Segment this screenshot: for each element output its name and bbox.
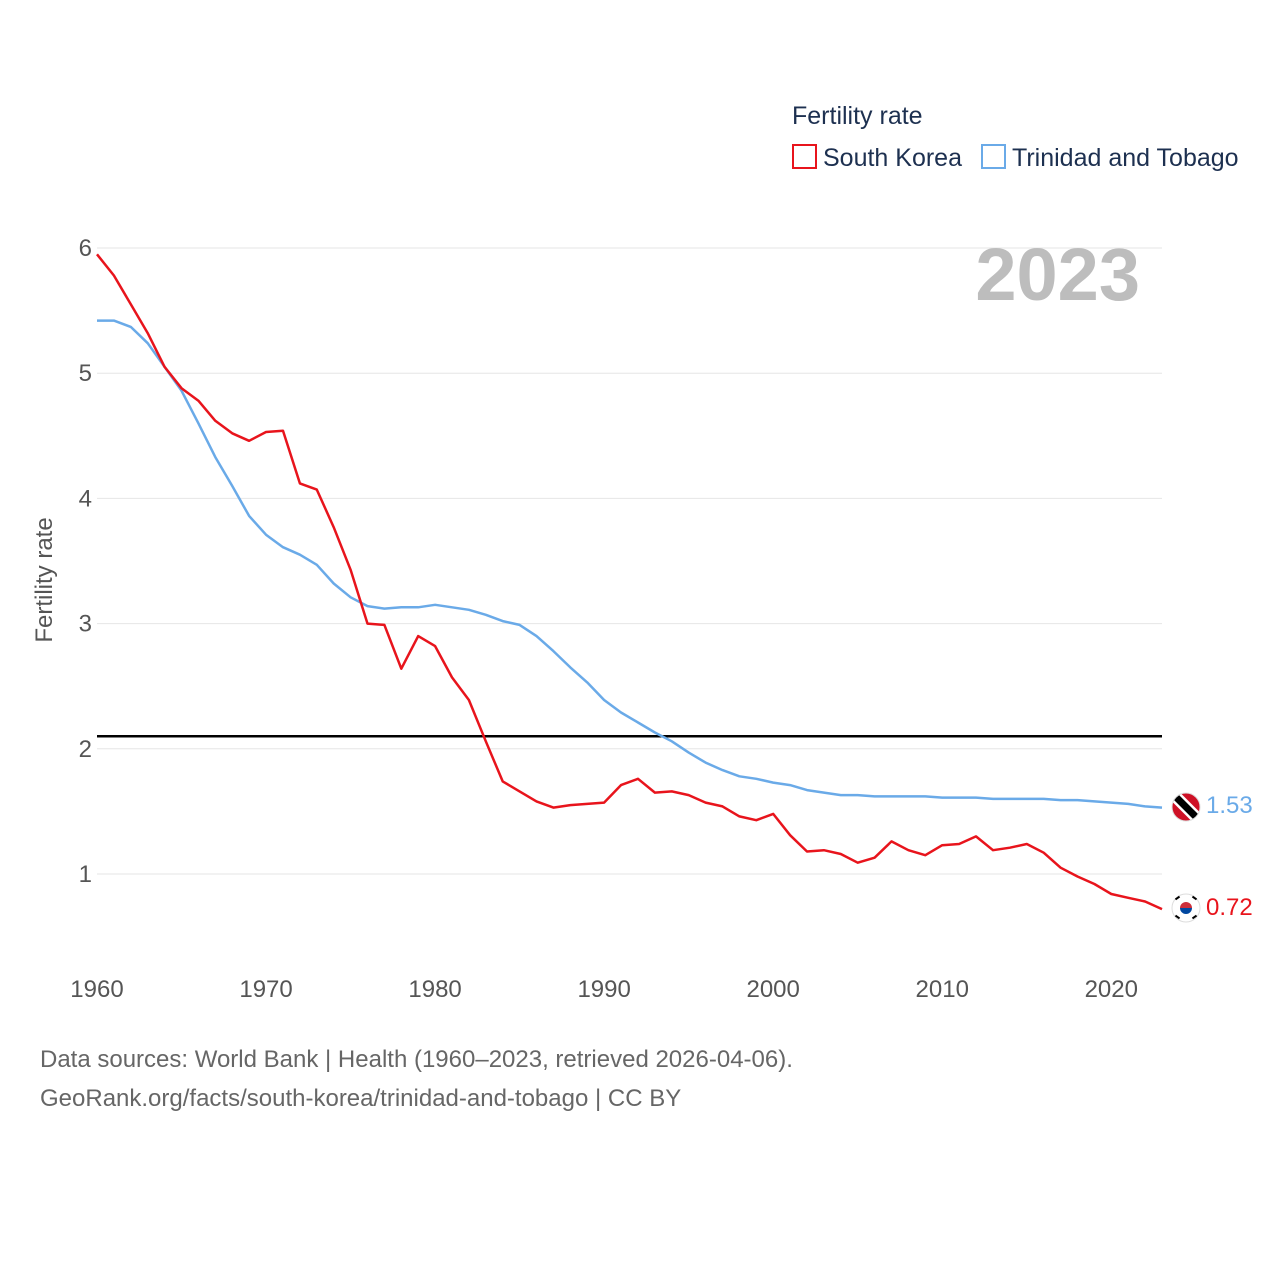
x-tick-label: 2010 — [916, 976, 969, 1003]
south-korea-flag-icon — [1171, 893, 1201, 923]
x-tick-label: 2020 — [1085, 976, 1138, 1003]
y-tick-label: 2 — [79, 736, 92, 763]
legend-label-trinidad-and-tobago[interactable]: Trinidad and Tobago — [1012, 144, 1239, 172]
legend-swatch-trinidad-and-tobago[interactable] — [981, 144, 1006, 169]
y-tick-label: 4 — [79, 485, 92, 512]
data-source-note: Data sources: World Bank | Health (1960–… — [40, 1046, 793, 1073]
x-tick-label: 2000 — [746, 976, 799, 1003]
x-tick-label: 1970 — [239, 976, 292, 1003]
end-label-south-korea: 0.72 — [1206, 894, 1253, 921]
y-tick-label: 3 — [79, 611, 92, 638]
x-tick-label: 1980 — [408, 976, 461, 1003]
source-url[interactable]: GeoRank.org/facts/south-korea/trinidad-a… — [40, 1085, 682, 1112]
end-label-trinidad-and-tobago: 1.53 — [1206, 792, 1253, 819]
series-line-south-korea[interactable] — [96, 253, 1163, 911]
x-tick-label: 1990 — [577, 976, 630, 1003]
y-axis-ticks: 1 2 3 4 5 6 — [79, 235, 92, 888]
trinidad-and-tobago-flag-icon — [1171, 792, 1201, 822]
y-tick-label: 5 — [79, 360, 92, 387]
y-tick-label: 1 — [79, 861, 92, 888]
grid-lines — [97, 247, 1162, 875]
series-lines — [96, 253, 1163, 911]
year-label: 2023 — [975, 233, 1140, 316]
y-axis-title: Fertility rate — [31, 517, 58, 642]
legend-title: Fertility rate — [792, 102, 923, 130]
legend-label-south-korea[interactable]: South Korea — [823, 144, 962, 172]
x-axis-ticks: 1960 1970 1980 1990 2000 2010 2020 — [70, 976, 1138, 1003]
y-tick-label: 6 — [79, 235, 92, 262]
series-line-trinidad-and-tobago[interactable] — [97, 319, 1163, 809]
legend: Fertility rate South Korea Trinidad and … — [792, 102, 1239, 172]
legend-swatch-south-korea[interactable] — [792, 144, 817, 169]
x-tick-label: 1960 — [70, 976, 123, 1003]
